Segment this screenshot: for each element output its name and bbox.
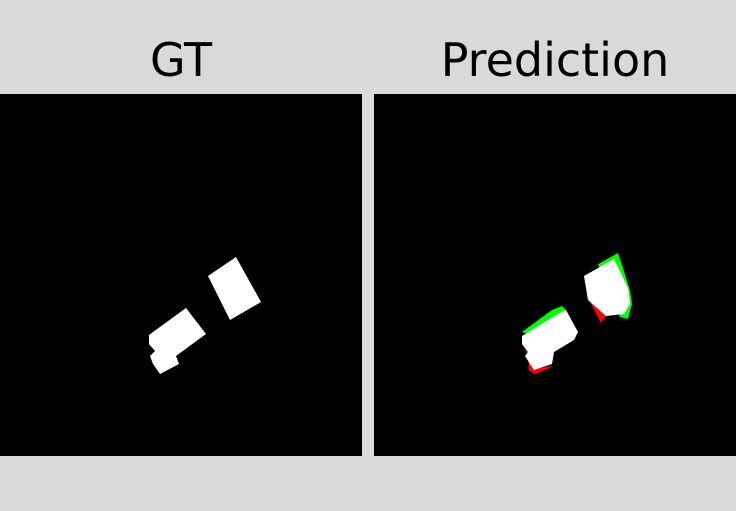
gt-mask-panel [0,94,362,456]
gt-mask-region-upper [208,257,261,320]
gt-mask-background [0,94,362,456]
prediction-region-lower [522,310,578,370]
prediction-false-positive-lower [524,348,552,374]
prediction-mask-background [374,94,736,456]
prediction-mask-image [374,94,736,456]
gt-panel-title: GT [149,33,213,87]
prediction-region-upper [584,259,630,316]
prediction-false-negative-lower [522,306,566,334]
gt-mask-image [0,94,362,456]
prediction-mask-panel [374,94,736,456]
prediction-panel-title: Prediction [440,33,670,87]
gt-mask-region-lower [149,308,206,374]
